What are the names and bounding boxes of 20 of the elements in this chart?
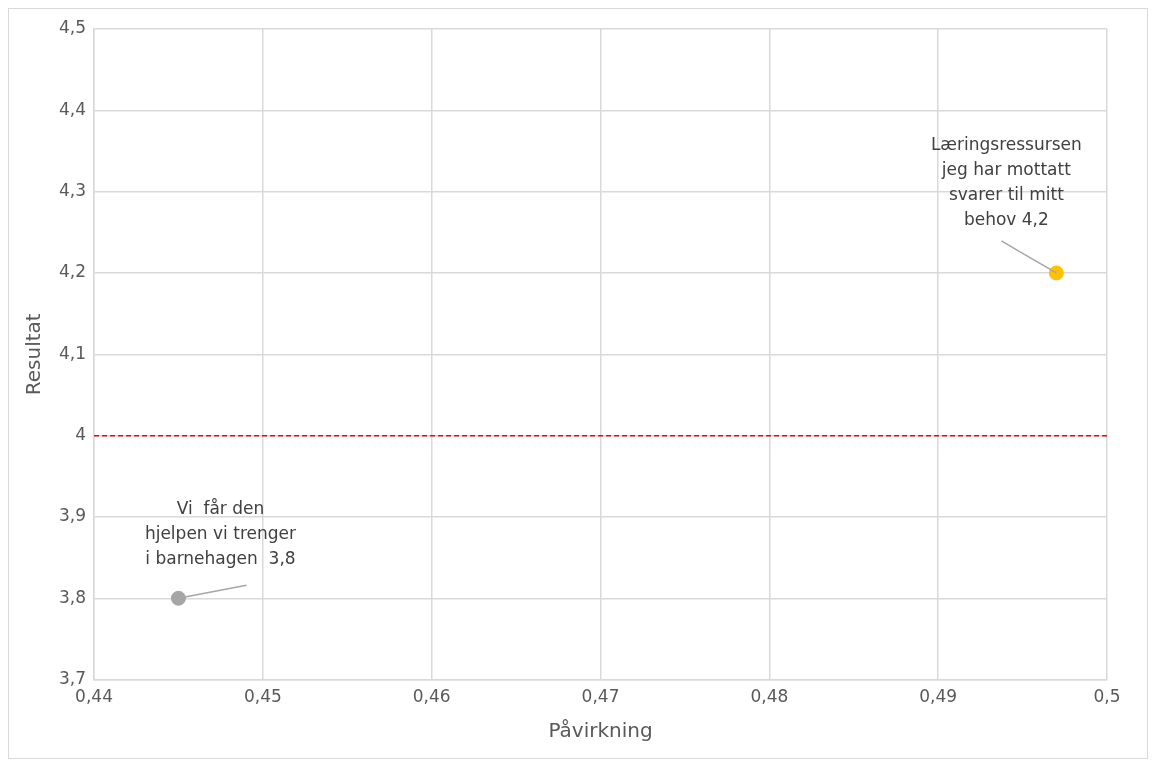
y-tick-label: 4,4 <box>58 98 87 119</box>
x-tick-label: 0,49 <box>919 686 958 707</box>
annotation: Vi får den hjelpen vi trenger i barnehagen 3,8 <box>144 498 296 569</box>
y-tick-label: 4,5 <box>58 17 87 38</box>
x-tick-label: 0,47 <box>581 686 620 707</box>
x-axis-title: Påvirkning <box>548 718 653 743</box>
y-tick-label: 3,7 <box>58 668 87 689</box>
y-tick-label: 3,8 <box>58 586 87 607</box>
x-tick-label: 0,45 <box>243 686 282 707</box>
x-tick-label: 0,48 <box>750 686 789 707</box>
y-tick-label: 4,1 <box>58 342 87 363</box>
y-tick-label: 4,3 <box>58 180 87 201</box>
x-tick-label: 0,44 <box>75 686 113 707</box>
x-tick-label: 0,46 <box>412 686 451 707</box>
annotation: Læringsressursen jeg har mottatt svarer til mitt behov 4,2 <box>930 133 1082 229</box>
y-tick-label: 4 <box>75 424 87 445</box>
y-tick-label: 3,9 <box>58 505 87 526</box>
y-axis-title: Resultat <box>21 313 46 396</box>
x-tick-label: 0,5 <box>1093 686 1121 707</box>
y-tick-label: 4,2 <box>58 261 87 282</box>
